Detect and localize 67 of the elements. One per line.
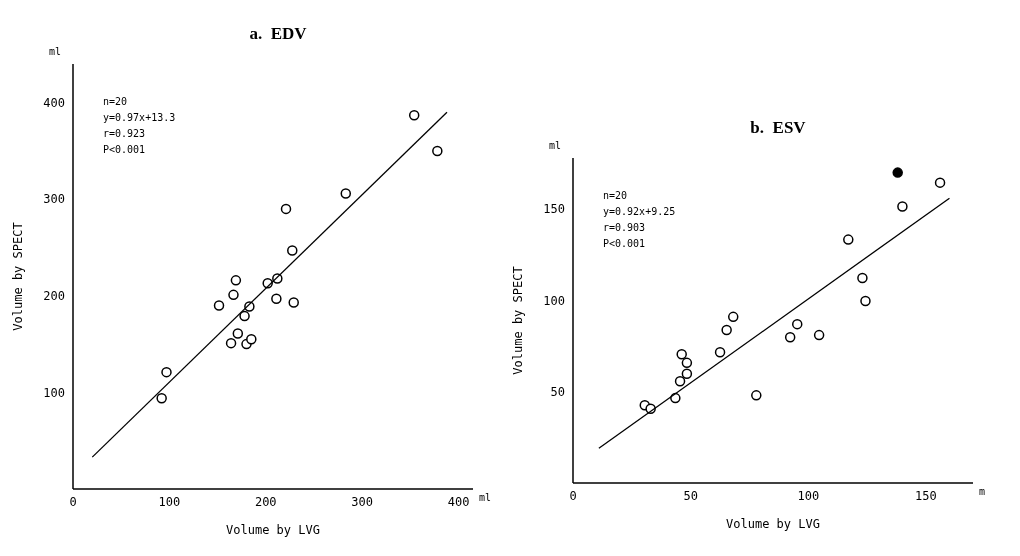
x-tick-label: 100: [797, 488, 820, 503]
x-tick-label: 50: [683, 488, 698, 503]
point: [681, 357, 693, 369]
y-tick-label: 100: [543, 293, 565, 308]
x-tick-label: 200: [254, 494, 277, 509]
y-tick-label: 200: [43, 289, 65, 304]
y-tick-label: 100: [43, 385, 65, 400]
annotation: y=0.97x+13.3: [103, 111, 176, 125]
annotation: P<0.001: [103, 143, 147, 157]
x-tick-label: 0: [69, 494, 77, 509]
chart-title: a. EDV: [248, 23, 308, 44]
point: [228, 289, 239, 301]
x-axis-title: Volume by LVG: [226, 523, 320, 537]
x-tick-label: 150: [915, 488, 937, 503]
point: [721, 324, 732, 336]
annotation: y=0.92x+9.25: [603, 205, 676, 219]
x-tick-label: 400: [447, 494, 470, 509]
point: [892, 167, 903, 178]
point: [246, 334, 257, 345]
point: [432, 145, 443, 157]
point: [271, 293, 282, 304]
annotation: n=20: [103, 95, 129, 109]
chart-title: b. ESV: [749, 117, 807, 138]
y-tick-label: 50: [550, 384, 565, 399]
point: [857, 272, 868, 284]
y-axis-title: Volume by SPECT: [11, 222, 26, 331]
point: [280, 203, 292, 215]
x-tick-label: 300: [351, 494, 373, 509]
y-tick-label: 300: [43, 192, 65, 207]
point: [751, 390, 762, 401]
point: [340, 188, 352, 199]
point: [784, 332, 796, 343]
point: [156, 392, 167, 404]
point: [239, 310, 250, 322]
point: [161, 366, 172, 378]
text: m: [979, 486, 986, 497]
x-axis-title: Volume by LVG: [726, 517, 820, 531]
annotation: n=20: [603, 189, 629, 203]
annotation: r=0.923: [103, 127, 147, 141]
text: ml: [49, 46, 62, 57]
annotation: P<0.001: [603, 237, 647, 251]
point: [230, 275, 242, 286]
point: [843, 234, 854, 245]
text: ml: [549, 140, 562, 151]
point: [727, 311, 739, 323]
point: [714, 347, 726, 358]
point: [676, 349, 687, 360]
point: [681, 368, 693, 380]
point: [791, 318, 803, 330]
y-tick-label: 150: [543, 202, 565, 217]
annotation: r=0.903: [603, 221, 647, 235]
y-tick-label: 400: [43, 95, 65, 110]
point: [225, 337, 237, 349]
point: [674, 376, 686, 387]
point: [287, 245, 298, 256]
y-axis-title: Volume by SPECT: [511, 266, 526, 375]
text: ml: [479, 492, 492, 503]
point: [934, 177, 946, 188]
point: [408, 109, 420, 121]
point: [213, 300, 225, 311]
x-tick-label: 100: [158, 494, 181, 509]
point: [232, 328, 244, 339]
point: [813, 329, 825, 341]
point: [897, 201, 908, 212]
point: [860, 295, 871, 307]
x-tick-label: 0: [569, 488, 577, 503]
point: [288, 297, 299, 308]
